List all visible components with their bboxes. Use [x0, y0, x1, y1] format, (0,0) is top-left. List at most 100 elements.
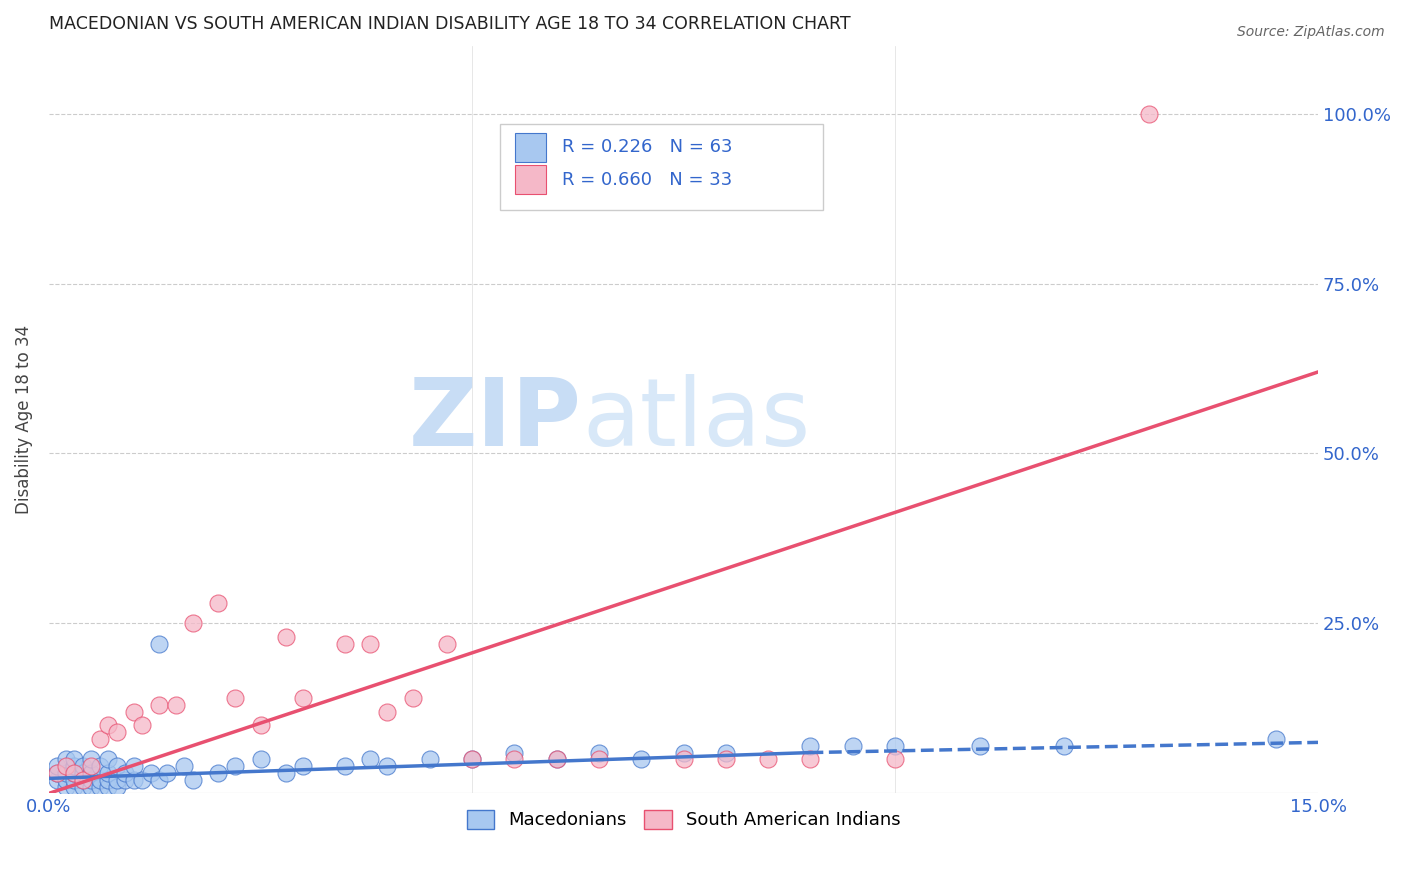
Point	[72, 759, 94, 773]
Point	[46, 772, 69, 787]
Point	[333, 759, 356, 773]
Point	[224, 691, 246, 706]
Point	[714, 752, 737, 766]
Point	[63, 772, 86, 787]
Point	[55, 752, 77, 766]
FancyBboxPatch shape	[515, 133, 547, 161]
Point	[80, 772, 103, 787]
Point	[55, 772, 77, 787]
Point	[546, 752, 568, 766]
Point	[291, 759, 314, 773]
Point	[360, 637, 382, 651]
Point	[333, 637, 356, 651]
Point	[55, 766, 77, 780]
Point	[97, 780, 120, 794]
Point	[224, 759, 246, 773]
Point	[46, 759, 69, 773]
Point	[503, 746, 526, 760]
Point	[89, 759, 111, 773]
Point	[89, 772, 111, 787]
Point	[274, 630, 297, 644]
Point	[122, 759, 145, 773]
Point	[63, 766, 86, 780]
Point	[588, 752, 610, 766]
Point	[207, 766, 229, 780]
Point	[884, 739, 907, 753]
Point	[89, 780, 111, 794]
Point	[461, 752, 484, 766]
Point	[97, 718, 120, 732]
Point	[80, 752, 103, 766]
Point	[588, 746, 610, 760]
Point	[97, 752, 120, 766]
Point	[419, 752, 441, 766]
Point	[148, 637, 170, 651]
Text: Source: ZipAtlas.com: Source: ZipAtlas.com	[1237, 25, 1385, 39]
Point	[63, 766, 86, 780]
Point	[173, 759, 195, 773]
Point	[80, 780, 103, 794]
Point	[714, 746, 737, 760]
Point	[402, 691, 425, 706]
Point	[756, 752, 779, 766]
Text: R = 0.226   N = 63: R = 0.226 N = 63	[562, 138, 733, 156]
Point	[72, 772, 94, 787]
Point	[165, 698, 187, 712]
Point	[207, 596, 229, 610]
Point	[72, 772, 94, 787]
Point	[1264, 731, 1286, 746]
Point	[1053, 739, 1076, 753]
Point	[672, 752, 695, 766]
Point	[139, 766, 162, 780]
Point	[122, 705, 145, 719]
Point	[55, 759, 77, 773]
Point	[884, 752, 907, 766]
Point	[181, 772, 204, 787]
Point	[249, 718, 271, 732]
Point	[131, 718, 153, 732]
Point	[80, 759, 103, 773]
Point	[546, 752, 568, 766]
Point	[105, 772, 128, 787]
Point	[46, 766, 69, 780]
FancyBboxPatch shape	[499, 124, 823, 211]
Point	[181, 616, 204, 631]
Point	[46, 766, 69, 780]
Y-axis label: Disability Age 18 to 34: Disability Age 18 to 34	[15, 325, 32, 514]
Point	[461, 752, 484, 766]
Point	[105, 780, 128, 794]
Point	[63, 752, 86, 766]
Point	[148, 772, 170, 787]
Point	[377, 759, 399, 773]
Text: atlas: atlas	[582, 374, 810, 466]
Point	[436, 637, 458, 651]
Point	[122, 772, 145, 787]
Point	[148, 698, 170, 712]
Point	[156, 766, 179, 780]
Point	[360, 752, 382, 766]
Point	[72, 766, 94, 780]
Point	[1137, 106, 1160, 120]
Text: MACEDONIAN VS SOUTH AMERICAN INDIAN DISABILITY AGE 18 TO 34 CORRELATION CHART: MACEDONIAN VS SOUTH AMERICAN INDIAN DISA…	[49, 15, 851, 33]
Point	[63, 759, 86, 773]
Point	[630, 752, 652, 766]
Point	[105, 725, 128, 739]
Point	[249, 752, 271, 766]
Point	[503, 752, 526, 766]
Point	[55, 780, 77, 794]
Point	[131, 772, 153, 787]
Point	[97, 772, 120, 787]
Point	[274, 766, 297, 780]
Legend: Macedonians, South American Indians: Macedonians, South American Indians	[460, 803, 908, 837]
FancyBboxPatch shape	[515, 165, 547, 194]
Text: R = 0.660   N = 33: R = 0.660 N = 33	[562, 170, 733, 188]
Point	[969, 739, 991, 753]
Point	[105, 759, 128, 773]
Point	[89, 731, 111, 746]
Point	[291, 691, 314, 706]
Point	[114, 772, 136, 787]
Point	[114, 766, 136, 780]
Point	[80, 766, 103, 780]
Text: ZIP: ZIP	[409, 374, 582, 466]
Point	[97, 766, 120, 780]
